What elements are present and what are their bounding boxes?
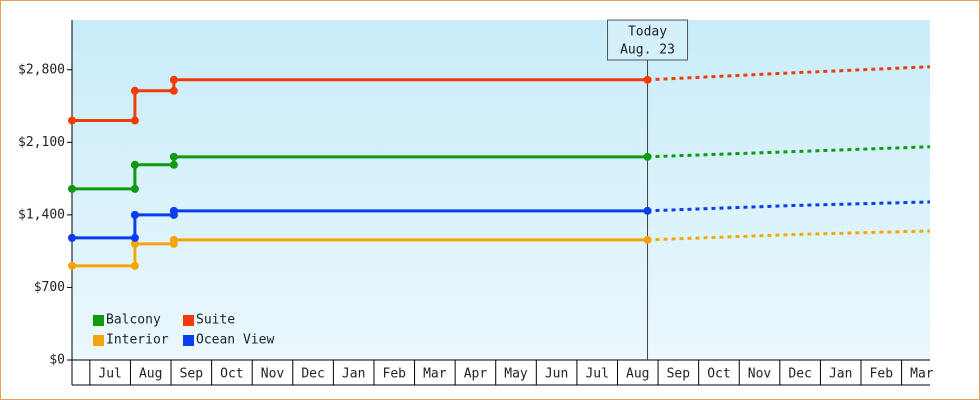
- data-point: [130, 239, 139, 248]
- x-tick-label: Dec: [301, 367, 324, 382]
- x-tick-label: Jan: [342, 367, 365, 382]
- x-tick-label: Mar: [423, 367, 447, 382]
- data-point: [68, 233, 76, 242]
- data-point: [643, 75, 652, 84]
- legend-label: Interior: [106, 333, 169, 348]
- data-point: [130, 210, 139, 219]
- x-tick-label: May: [504, 367, 528, 382]
- series-line: [72, 238, 648, 268]
- data-point: [643, 235, 652, 244]
- today-box: [607, 19, 689, 61]
- y-tick-label: $700: [34, 280, 65, 295]
- today-label: Aug. 23: [620, 43, 675, 58]
- x-tick-label: Aug: [626, 367, 649, 382]
- y-tick-label: $2,800: [18, 62, 65, 77]
- data-point: [643, 152, 652, 161]
- data-point: [130, 116, 139, 125]
- x-tick-label: Sep: [667, 367, 691, 382]
- forecast-line: [647, 65, 931, 82]
- today-label: Today: [628, 25, 667, 40]
- forecast-line: [647, 200, 931, 213]
- y-tick-label: $1,400: [18, 207, 65, 222]
- series-line: [72, 209, 648, 240]
- x-tick-label: Nov: [261, 367, 285, 382]
- data-point: [169, 206, 178, 215]
- series-line: [72, 78, 648, 123]
- x-tick-label: Nov: [748, 367, 772, 382]
- legend-swatch: [183, 335, 194, 346]
- x-tick-label: Feb: [383, 367, 407, 382]
- legend-label: Balcony: [106, 313, 161, 328]
- data-point: [169, 86, 178, 95]
- plot-area: [72, 20, 930, 360]
- data-point: [68, 116, 76, 125]
- x-tick-label: Aug: [139, 367, 162, 382]
- forecast-line: [647, 229, 931, 242]
- x-tick-label: Jul: [98, 367, 121, 382]
- y-tick-label: $2,100: [18, 135, 65, 150]
- data-point: [643, 206, 652, 215]
- data-point: [68, 184, 76, 193]
- data-point: [169, 152, 178, 161]
- x-tick-label: Oct: [220, 367, 243, 382]
- x-tick-label: Feb: [870, 367, 894, 382]
- legend-swatch: [93, 315, 104, 326]
- x-tick-label: Sep: [180, 367, 204, 382]
- legend-swatch: [183, 315, 194, 326]
- data-point: [68, 261, 76, 270]
- y-tick-label: $0: [49, 353, 65, 368]
- legend-swatch: [93, 335, 104, 346]
- data-point: [130, 184, 139, 193]
- data-point: [130, 261, 139, 270]
- x-tick-label: Mar: [910, 367, 934, 382]
- series-line: [72, 155, 648, 191]
- data-point: [169, 75, 178, 84]
- legend-label: Ocean View: [196, 333, 274, 348]
- x-tick-label: Jan: [829, 367, 852, 382]
- x-tick-label: Dec: [788, 367, 811, 382]
- data-point: [130, 86, 139, 95]
- data-point: [169, 160, 178, 169]
- x-tick-label: Jun: [545, 367, 568, 382]
- data-point: [130, 160, 139, 169]
- data-point: [169, 235, 178, 244]
- forecast-line: [647, 145, 931, 159]
- x-tick-label: Jul: [585, 367, 608, 382]
- x-tick-label: Oct: [707, 367, 730, 382]
- legend-label: Suite: [196, 313, 235, 328]
- data-point: [130, 233, 139, 242]
- x-tick-label: Apr: [464, 367, 488, 382]
